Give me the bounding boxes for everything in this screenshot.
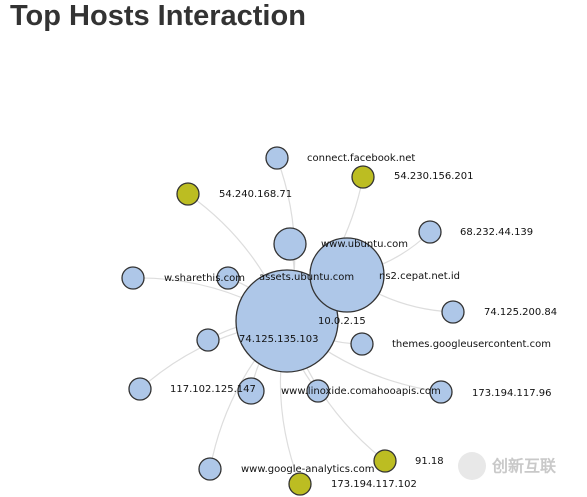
node: [288, 472, 312, 496]
page-title: Top Hosts Interaction: [10, 0, 306, 32]
node: [441, 300, 465, 324]
node-label: w.sharethis.com: [164, 273, 245, 284]
node-label: ahooapis.com: [371, 386, 441, 397]
node: [309, 237, 385, 313]
node-label: 173.194.117.102: [331, 479, 417, 490]
node-label: 68.232.44.139: [460, 227, 533, 238]
node: [196, 328, 220, 352]
watermark-logo: [458, 452, 486, 480]
node-label: assets.ubuntu.com: [259, 272, 354, 283]
node-label: themes.googleusercontent.com: [392, 339, 551, 350]
node: [216, 266, 240, 290]
watermark: 创新互联: [491, 457, 556, 476]
node: [351, 165, 375, 189]
node-label: 10.0.2.15: [318, 316, 366, 327]
node-label: 54.230.156.201: [394, 171, 474, 182]
node: [306, 379, 330, 403]
node: [373, 449, 397, 473]
node-label: 91.18: [415, 456, 444, 467]
node-label: 173.194.117.96: [472, 388, 552, 399]
node-label: 74.125.135.103: [239, 334, 319, 345]
node: [265, 146, 289, 170]
node: [237, 377, 265, 405]
node: [418, 220, 442, 244]
node-label: www.linoxide.com: [281, 386, 371, 397]
node-label: www.ubuntu.com: [321, 239, 408, 250]
node-label: 74.125.200.84: [484, 307, 557, 318]
node-label: connect.facebook.net: [307, 153, 415, 164]
node: [198, 457, 222, 481]
node-label: 54.240.168.71: [219, 189, 292, 200]
node: [429, 380, 453, 404]
node: [273, 227, 307, 261]
node: [128, 377, 152, 401]
node: [350, 332, 374, 356]
node-label: ns2.cepat.net.id: [379, 271, 460, 282]
node: [235, 269, 339, 373]
node-label: www.google-analytics.com: [241, 464, 375, 475]
node-label: 117.102.125.147: [170, 384, 256, 395]
node: [121, 266, 145, 290]
node: [176, 182, 200, 206]
